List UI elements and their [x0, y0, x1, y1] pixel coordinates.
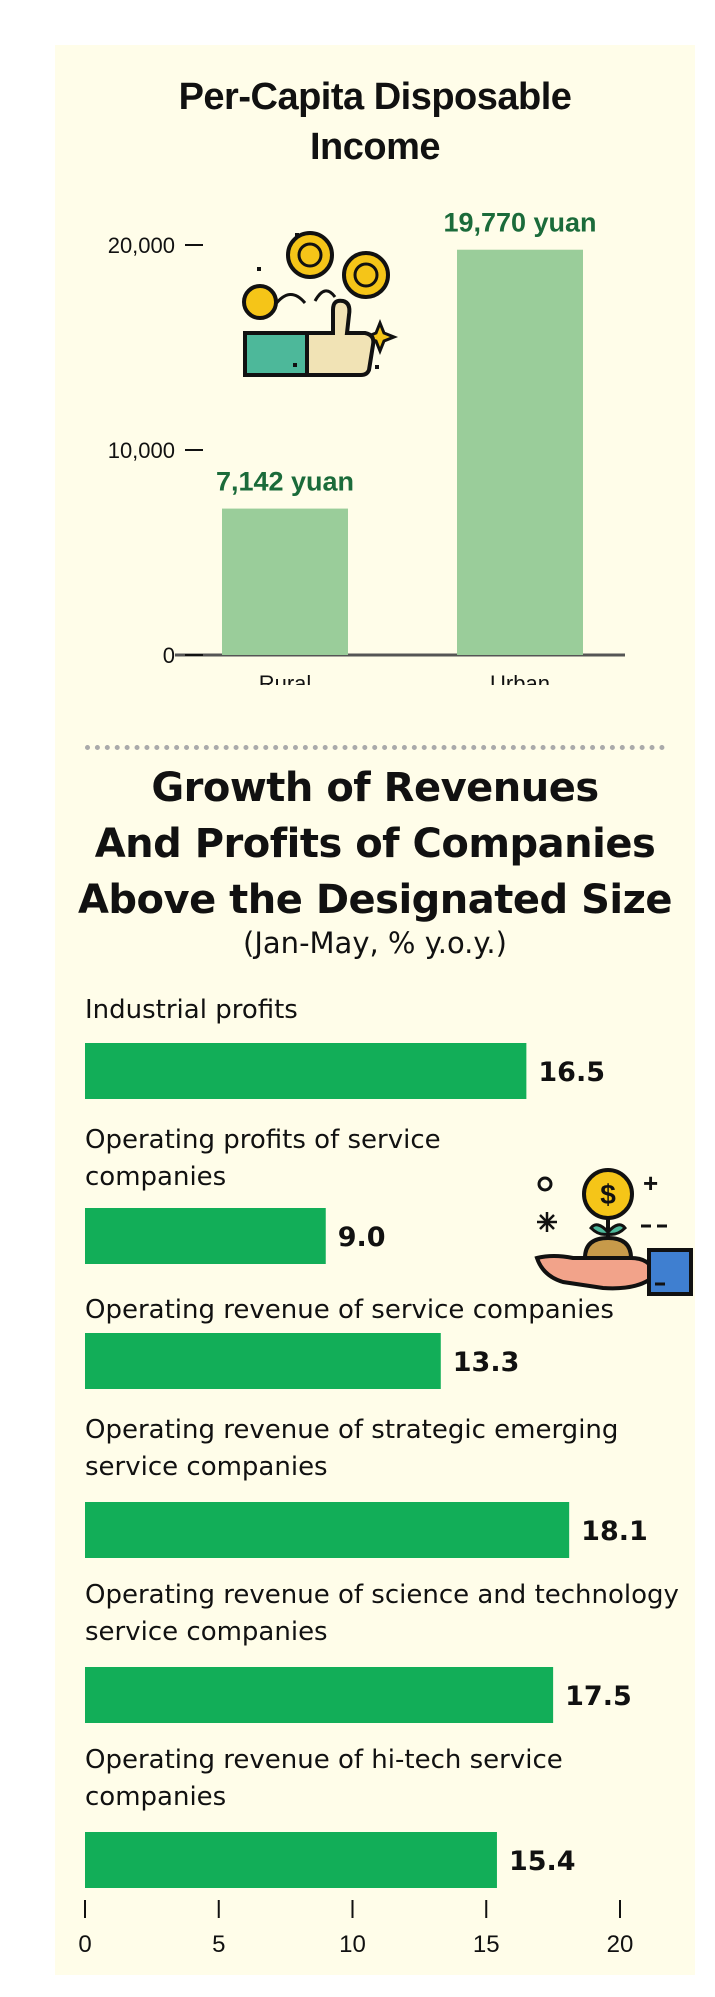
bar-value-label: 7,142 yuan — [216, 467, 354, 497]
bar-value-label: 9.0 — [338, 1222, 386, 1253]
y-tick-label: 10,000 — [108, 438, 175, 463]
infographic-card: Per-Capita Disposable Income 0 10,000 20,00… — [55, 45, 695, 1975]
growth-bar — [85, 1502, 570, 1558]
category-label: Operating profits of service companies — [85, 1125, 441, 1192]
category-label: Operating revenue of strategic emerging s… — [85, 1415, 618, 1482]
income-chart-title: Per-Capita Disposable Income — [178, 76, 572, 168]
category-label: Operating revenue of science and technol… — [85, 1580, 679, 1647]
growth-bar — [85, 1832, 497, 1888]
income-bar-chart: 0 10,000 20,000 7,142 yuan Rural 19,770 yuan U… — [108, 208, 625, 685]
bar-value-label: 16.5 — [538, 1057, 605, 1088]
x-category-label: Urban — [490, 671, 550, 685]
bar-value-label: 18.1 — [581, 1516, 648, 1547]
svg-text:$: $ — [600, 1179, 616, 1210]
category-label: Industrial profits — [85, 995, 298, 1025]
svg-text:+: + — [643, 1168, 658, 1198]
money-plant-hand-icon: + $ — [534, 1168, 693, 1296]
x-tick-label: 10 — [339, 1931, 366, 1958]
bar-value-label: 15.4 — [509, 1846, 576, 1877]
y-tick-label: 20,000 — [108, 233, 175, 258]
growth-bar — [85, 1333, 441, 1389]
bar-value-label: 19,770 yuan — [443, 208, 596, 238]
bar-value-label: 17.5 — [565, 1681, 632, 1712]
x-tick-label: 0 — [78, 1931, 91, 1958]
growth-bar — [85, 1667, 554, 1723]
coins-thumbs-up-icon — [242, 231, 399, 377]
section-divider — [85, 745, 665, 750]
growth-chart-title: Growth of Revenues And Profits of Compani… — [77, 765, 673, 923]
growth-chart-subtitle: (Jan-May, % y.o.y.) — [243, 926, 507, 960]
income-bar-urban — [457, 249, 583, 655]
growth-bar — [85, 1208, 326, 1264]
growth-bar — [85, 1043, 527, 1099]
category-label: Operating revenue of hi-tech service comp… — [85, 1745, 563, 1812]
y-tick-label: 0 — [163, 643, 175, 668]
x-tick-label: 5 — [212, 1931, 225, 1958]
x-tick-label: 20 — [607, 1931, 634, 1958]
x-tick-label: 15 — [473, 1931, 500, 1958]
x-category-label: Rural — [259, 671, 312, 685]
bar-value-label: 13.3 — [453, 1347, 520, 1378]
income-bar-rural — [222, 508, 348, 655]
